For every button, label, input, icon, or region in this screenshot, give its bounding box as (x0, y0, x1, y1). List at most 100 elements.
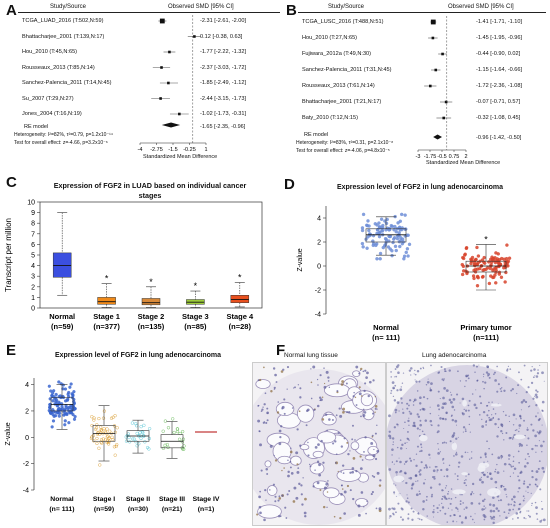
ihc-tumor-cell (470, 515, 472, 518)
ihc-normal-cell (323, 382, 326, 385)
chart-e-count-label: (n=59) (94, 506, 114, 513)
ihc-tumor-cell (518, 371, 520, 374)
ihc-tumor-cell (531, 504, 533, 507)
forest-study-ci: -0.32 [-1.08, 0.45] (476, 115, 521, 121)
ihc-tumor-cell (399, 470, 403, 473)
ihc-normal-cell (349, 450, 351, 452)
chart-e-point (51, 391, 55, 395)
ihc-tumor-cell (518, 442, 522, 446)
ihc-normal-cell (316, 378, 319, 381)
ihc-normal-cell (363, 451, 365, 453)
ihc-normal-cell (376, 471, 380, 475)
ihc-tumor-cell (541, 424, 543, 426)
ihc-normal-cell (265, 468, 268, 471)
ihc-tumor-cell (422, 367, 425, 370)
chart-d-point (403, 213, 407, 217)
chart-e-point (108, 429, 112, 433)
ihc-normal-cell (262, 406, 264, 408)
ihc-normal-alveolus (255, 379, 271, 389)
ihc-tumor-cell (462, 431, 464, 433)
chart-c-category-label: Normal (49, 312, 75, 321)
ihc-tumor-cell (388, 414, 391, 418)
chart-c-y-tick-label: 7 (31, 231, 35, 238)
ihc-normal-cell (335, 414, 338, 417)
chart-e-point (51, 419, 56, 423)
ihc-tumor-cell (438, 371, 441, 373)
ihc-normal-cell (319, 489, 322, 491)
chart-c-box (141, 298, 161, 306)
ihc-tumor-cell (482, 410, 486, 414)
ihc-tumor-cell (479, 395, 482, 398)
ihc-normal-cell (322, 461, 325, 464)
ihc-tumor-gap (393, 475, 405, 483)
ihc-tumor-cell (438, 483, 441, 486)
ihc-tumor-image (386, 362, 548, 526)
ihc-normal-cell (266, 407, 269, 410)
chart-e: -4 -2 0 2 4 Z-value Normal (n= 111) Stage I (n=59… (5, 378, 220, 513)
ihc-tumor-cell (537, 412, 539, 414)
ihc-normal-cell (284, 506, 287, 509)
ihc-tumor-cell (532, 397, 535, 400)
ihc-tumor-cell (485, 507, 487, 509)
chart-e-point (137, 442, 141, 446)
panel-label-a: A (6, 2, 17, 19)
ihc-tumor-cell (416, 413, 419, 416)
ihc-normal-cell (358, 372, 361, 375)
ihc-tumor-cell (395, 511, 397, 514)
ihc-tumor-cell (438, 504, 440, 506)
ihc-tumor-cell (480, 476, 482, 479)
chart-d-point (393, 224, 397, 229)
ihc-normal-cell (266, 419, 269, 422)
ihc-tumor-cell (388, 430, 391, 433)
ihc-tumor-cell (453, 432, 456, 435)
ihc-normal-cell (266, 411, 269, 415)
ihc-tumor-cell (535, 375, 539, 378)
chart-d-point (379, 217, 384, 221)
ihc-tumor-cell (443, 402, 447, 406)
chart-e-point (105, 427, 109, 431)
ihc-tumor-cell (390, 376, 392, 378)
ihc-tumor-cell (520, 400, 524, 404)
ihc-tumor-cell (412, 510, 415, 513)
ihc-normal-cell (307, 454, 310, 457)
ihc-tumor-cell (526, 461, 529, 465)
ihc-tumor-cell (459, 380, 462, 382)
chart-c-box (52, 252, 72, 278)
ihc-normal-cell (322, 505, 326, 509)
chart-e-category-label: Stage I (93, 496, 115, 503)
chart-e-point (171, 417, 175, 421)
ihc-normal-cell (304, 497, 307, 501)
ihc-tumor-cell (460, 521, 464, 524)
ihc-tumor-cell (530, 423, 533, 426)
ihc-tumor-cell (468, 423, 471, 426)
ihc-tumor-cell (483, 473, 486, 477)
ihc-normal-cell (273, 454, 275, 457)
ihc-tumor-cell (438, 414, 440, 416)
ihc-tumor-cell (541, 409, 543, 411)
ihc-tumor-cell (407, 419, 410, 423)
chart-d-point (378, 251, 383, 256)
ihc-tumor-cell (429, 457, 431, 459)
ihc-normal-cell (319, 374, 322, 377)
ihc-normal-cell (265, 499, 267, 501)
chart-d-point (475, 274, 480, 279)
ihc-normal-cell (343, 490, 347, 494)
chart-d-point (497, 264, 501, 269)
chart-c-category-label: Stage 4 (226, 312, 254, 321)
ihc-tumor-cell (488, 447, 490, 450)
ihc-normal-cell (342, 407, 346, 411)
ihc-normal-cell (339, 414, 343, 418)
forest-study-label: Bhattacharjee_2001 (T:139,N:17) (22, 33, 105, 40)
ihc-tumor-cell (408, 417, 410, 419)
ihc-tumor-cell (393, 376, 395, 378)
ihc-tumor-cell (492, 509, 496, 513)
ihc-tumor-cell (390, 392, 392, 394)
ihc-tumor-cell (481, 418, 483, 421)
ihc-tumor-cell (433, 475, 436, 478)
ihc-tumor-cell (528, 510, 530, 512)
ihc-normal-cell (332, 442, 335, 445)
ihc-tumor-cell (457, 465, 460, 468)
chart-d-point (499, 256, 504, 261)
ihc-tumor-cell (515, 418, 517, 420)
ihc-tumor-cell (495, 486, 498, 489)
